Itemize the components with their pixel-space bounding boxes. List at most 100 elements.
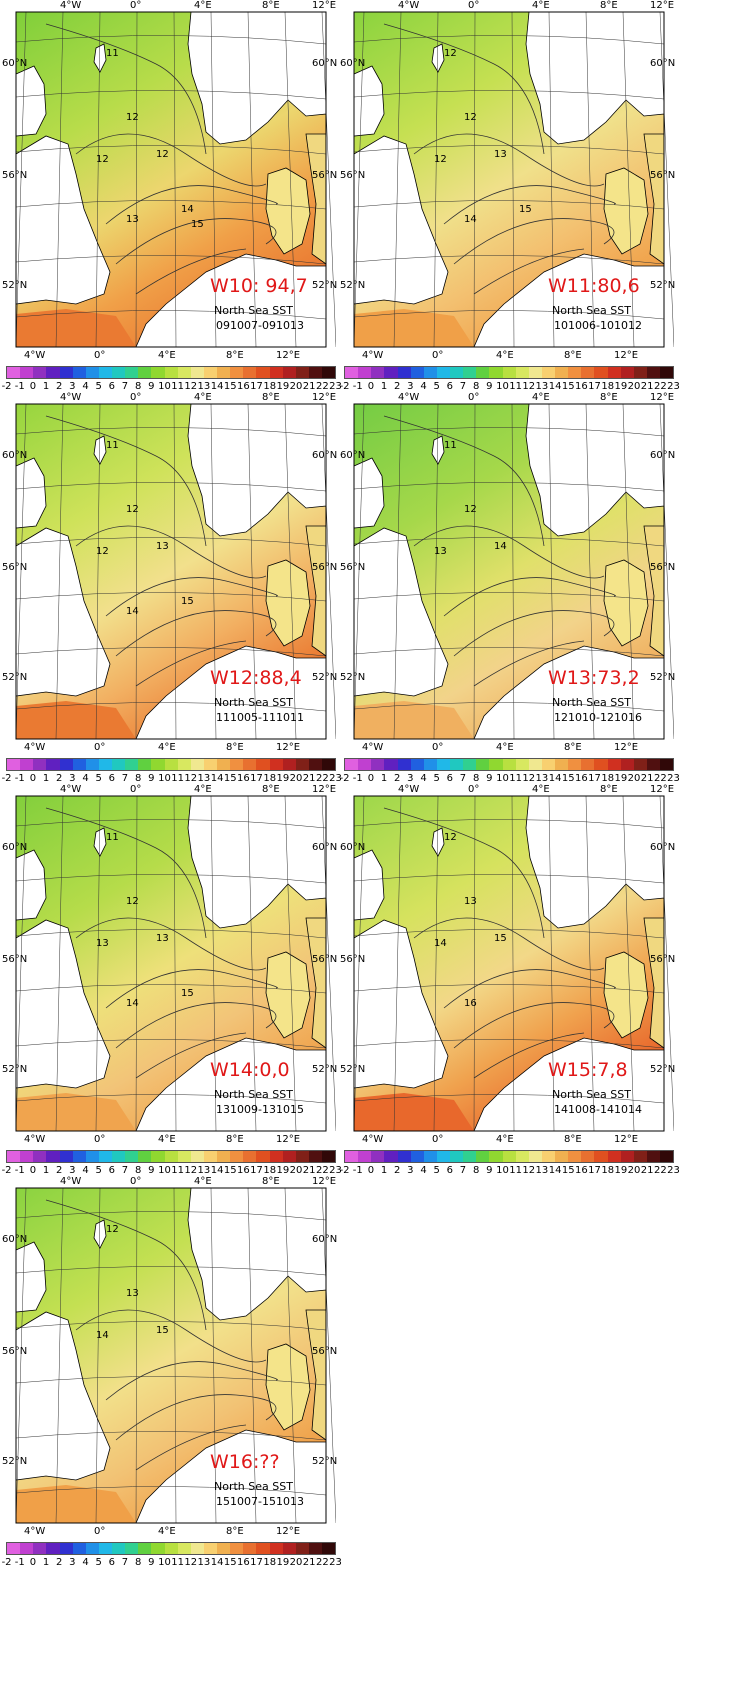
colorbar-tick-label: 23 <box>329 1557 342 1568</box>
colorbar-swatch <box>322 1151 336 1162</box>
lat-label-right: 60°N <box>312 58 338 69</box>
colorbar-swatch <box>256 367 270 378</box>
colorbar-tick-label: 5 <box>433 381 440 392</box>
colorbar-tick-label: 3 <box>69 1557 76 1568</box>
colorbar-swatch <box>217 1151 231 1162</box>
colorbar-swatch <box>256 1543 270 1554</box>
colorbar-swatch <box>7 1543 21 1554</box>
lon-label-bottom: 0° <box>94 742 106 753</box>
colorbar-tick-label: 18 <box>601 381 615 392</box>
lon-label-bottom: 0° <box>94 350 106 361</box>
colorbar-ticks: -2 -1 0 1 2 3 4 5 6 7 8 9 10 11 12 13 14 15 16 17 18 19 20 21 22… <box>0 381 342 392</box>
colorbar-tick-label: 16 <box>237 773 250 784</box>
colorbar-swatch <box>230 367 244 378</box>
contour-label: 11 <box>106 48 119 59</box>
lon-label-top: 8°E <box>262 784 280 795</box>
colorbar-tick-label: 4 <box>82 1165 89 1176</box>
date-range: 121010-121016 <box>554 711 642 724</box>
colorbar-tick-label: -2 <box>1 773 12 784</box>
colorbar-swatch <box>646 367 660 378</box>
colorbar-swatch <box>98 759 112 770</box>
colorbar-tick-label: 17 <box>250 1165 263 1176</box>
colorbar-swatch <box>463 1151 477 1162</box>
lon-label-bottom: 4°W <box>24 1134 46 1145</box>
contour-label: 13 <box>156 933 169 944</box>
colorbar-tick-label: 0 <box>367 381 375 392</box>
colorbar-tick-label: 5 <box>433 1165 440 1176</box>
colorbar-swatch <box>151 1151 165 1162</box>
sst-map <box>353 11 674 348</box>
lon-label-bottom: 4°W <box>24 350 46 361</box>
colorbar-swatch <box>72 367 86 378</box>
colorbar-tick-label: 15 <box>223 381 237 392</box>
colorbar <box>6 1542 336 1555</box>
colorbar-swatch <box>190 367 204 378</box>
colorbar-tick-label: -1 <box>352 773 363 784</box>
land-continent <box>473 1037 665 1132</box>
colorbar-tick-label: 19 <box>276 1557 290 1568</box>
colorbar-tick-label: 17 <box>250 773 263 784</box>
colorbar-tick-label: 3 <box>407 381 414 392</box>
sst-contours <box>383 415 616 687</box>
colorbar-swatch <box>660 1151 674 1162</box>
map-panel-w12: 11 12 12 13 14 15 4°W 4°W 0° 0° 4°E 4°E 8°E 8°E 12°E 12… <box>2 392 366 820</box>
colorbar-swatch <box>125 367 139 378</box>
colorbar-swatch <box>410 759 424 770</box>
colorbar-tick-label: 11 <box>509 381 522 392</box>
lat-label-right: 60°N <box>312 842 338 853</box>
colorbar-swatch <box>164 1543 178 1554</box>
colorbar-swatch <box>59 1151 73 1162</box>
lat-label-right: 56°N <box>312 954 338 965</box>
lat-label-right: 60°N <box>312 1234 338 1245</box>
colorbar-tick-label: 11 <box>171 773 184 784</box>
week-score-label: W14:0,0 <box>210 1059 290 1081</box>
date-range: 141008-141014 <box>554 1103 642 1116</box>
colorbar-swatch <box>33 367 47 378</box>
sst-contours <box>45 415 278 687</box>
colorbar-swatch <box>243 1543 257 1554</box>
colorbar-tick-label: 20 <box>289 773 303 784</box>
colorbar-swatch <box>568 367 582 378</box>
lat-label-right: 52°N <box>650 1064 676 1075</box>
colorbar-tick-label: 12 <box>184 773 198 784</box>
week-score-label: W13:73,2 <box>548 667 640 689</box>
colorbar-swatch <box>541 759 555 770</box>
colorbar-swatch <box>502 1151 516 1162</box>
colorbar-swatch <box>203 759 217 770</box>
colorbar-swatch <box>203 1543 217 1554</box>
map-panel-w13: 11 12 13 14 4°W 4°W 0° 0° 4°E 4°E 8°E 8°E 12°E 12°E 60… <box>340 392 704 820</box>
contour-label: 12 <box>96 546 109 557</box>
colorbar-tick-label: 0 <box>367 773 375 784</box>
map-frame <box>353 403 665 740</box>
colorbar-tick-label: 15 <box>223 773 237 784</box>
lon-label-bottom: 4°E <box>496 350 514 361</box>
colorbar-tick-label: 11 <box>171 1557 184 1568</box>
contour-label: 15 <box>519 204 532 215</box>
lat-label-left: 60°N <box>340 450 366 461</box>
colorbar-tick-label: 7 <box>121 1165 129 1176</box>
colorbar-swatch <box>269 759 283 770</box>
colorbar-swatch <box>410 367 424 378</box>
colorbar-tick-label: 21 <box>640 773 654 784</box>
colorbar-tick-label: 9 <box>486 1165 493 1176</box>
lon-label-bottom: 4°E <box>158 350 176 361</box>
week-score-label: W15:7,8 <box>548 1059 628 1081</box>
colorbar-swatch <box>555 367 569 378</box>
lon-label-bottom: 4°E <box>158 1134 176 1145</box>
colorbar-swatch <box>125 1543 139 1554</box>
colorbar-tick-label: 8 <box>472 381 480 392</box>
colorbar-tick-label: 0 <box>367 1165 375 1176</box>
colorbar-tick-label: 22 <box>315 1165 329 1176</box>
colorbar-swatch <box>581 1151 595 1162</box>
land-denmark <box>603 167 649 255</box>
colorbar-swatch <box>397 1151 411 1162</box>
week-score-label: W10: 94,7 <box>210 275 308 297</box>
colorbar-tick-label: 23 <box>667 773 680 784</box>
colorbar-tick-label: 5 <box>95 381 102 392</box>
colorbar-swatch <box>7 367 21 378</box>
colorbar-tick-label: 5 <box>95 1165 102 1176</box>
colorbar-tick-label: 17 <box>588 381 601 392</box>
contour-label: 11 <box>444 440 457 451</box>
lon-label-top: 8°E <box>262 392 280 403</box>
colorbar-swatch <box>528 759 542 770</box>
